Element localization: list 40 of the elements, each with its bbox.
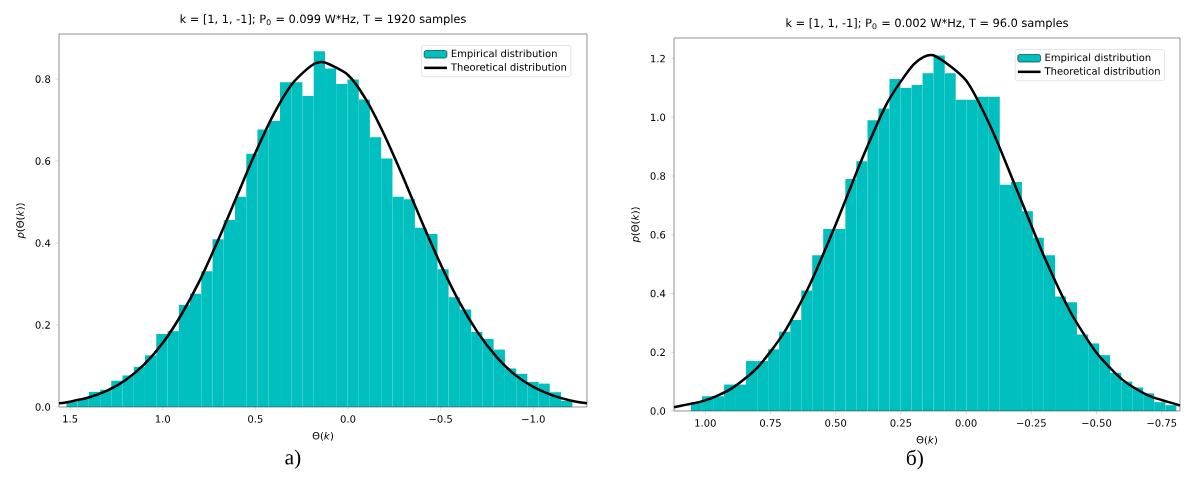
y-tick-label: 1.2 [651,54,665,63]
x-tick-label: 0.75 [760,419,781,427]
x-tick-label: 0.5 [248,415,263,423]
x-tick-label: −0.50 [1082,419,1112,427]
y-tick-label: 0.8 [35,75,51,83]
y-tick-label: 1.0 [651,113,666,122]
chart-title: k = [1, 1, -1]; P$_{0}$ = 0.002 W*Hz, T = 96.0 samples [786,18,1068,30]
y-tick-label: 0.4 [650,289,666,298]
y-axis-title: p(Θ(k)) [16,203,26,239]
legend-label: Empirical distribution [451,49,557,60]
x-tick-label: −0.5 [429,415,452,423]
text: a) [285,449,301,469]
y-tick-label: 0.6 [35,157,51,165]
y-tick-label: 0.2 [650,348,665,357]
x-axis-title: Θ(k) [916,435,938,445]
line-series [672,53,1182,409]
legend-label: Theoretical distribution [450,63,567,71]
text: б) [906,449,923,470]
y-tick-label: 0.8 [650,172,666,180]
line-series [57,61,589,405]
y-tick-label: 0.0 [35,403,51,411]
x-tick-label: −0.75 [1147,419,1177,427]
legend-label: Theoretical distribution [1044,67,1160,75]
x-tick-label: 0.0 [340,415,356,423]
y-tick-label: 0.4 [35,239,51,247]
y-tick-label: 0.0 [650,407,666,415]
x-tick-label: 1.0 [155,415,171,423]
x-tick-label: 1.5 [63,415,78,423]
x-tick-label: −0.25 [1017,419,1046,427]
y-axis-title: p(Θ(k)) [631,207,641,243]
legend-label: Empirical distribution [1045,53,1151,64]
y-tick-label: 0.6 [650,230,666,239]
x-tick-label: 0.50 [825,419,847,427]
x-axis-title: Θ(k) [312,431,334,441]
x-tick-label: −1.0 [522,415,545,423]
x-tick-label: 0.00 [955,419,977,427]
y-tick-label: 0.2 [35,321,50,329]
x-tick-label: 0.25 [890,419,912,427]
chart-title: k = [1, 1, -1]; P$_{0}$ = 0.099 W*Hz, T = 1920 samples [180,14,466,26]
x-tick-label: 1.00 [695,419,716,427]
